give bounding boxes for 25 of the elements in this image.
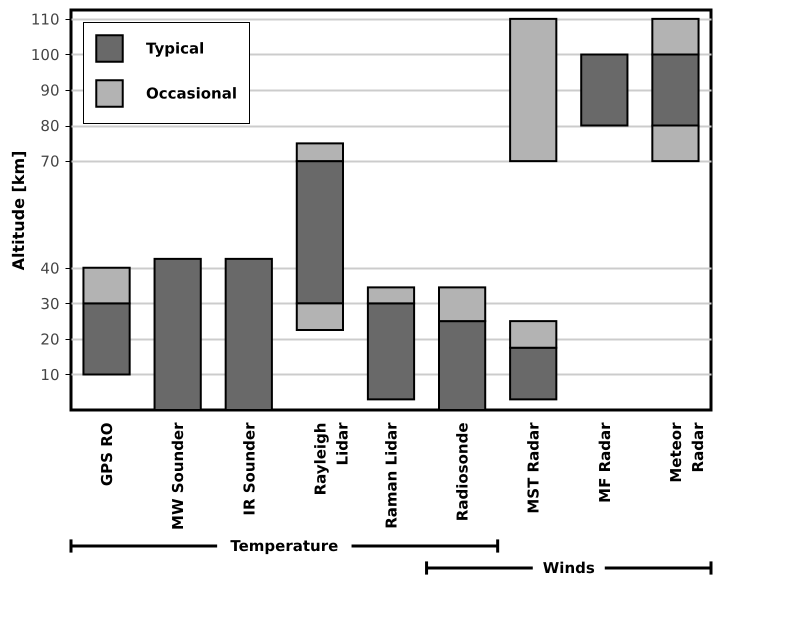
y-tick-label: 80 (40, 117, 60, 136)
bar (580, 53, 628, 127)
y-tick-label: 10 (40, 366, 60, 384)
x-tick-label: Raman Lidar (382, 422, 400, 529)
legend-label: Occasional (146, 84, 237, 102)
y-tick-label: 20 (40, 330, 60, 348)
text: Winds (542, 559, 595, 577)
x-tick-label: MF Radar (596, 422, 614, 503)
y-axis-title: Altitude [km] (8, 150, 28, 270)
legend-label: Typical (146, 40, 204, 58)
x-tick-label: GPS RO (98, 422, 116, 486)
bar (509, 18, 558, 162)
x-tick-label: Meteor Radar (666, 422, 707, 483)
x-tick-label: Rayleigh Lidar (311, 422, 352, 496)
y-tick-label: 110 (30, 10, 60, 28)
x-tick-label: Radiosonde (454, 422, 472, 522)
x-tick-label: MW Sounder (169, 422, 188, 530)
y-tick-label: 90 (40, 82, 60, 100)
y-tick-label: 40 (40, 259, 60, 278)
y-tick-label: 30 (40, 294, 60, 313)
x-tick-label: IR Sounder (240, 422, 258, 516)
text: Temperature (230, 537, 338, 555)
y-tick-label: 100 (30, 46, 60, 64)
x-tick-label: MST Radar (524, 422, 543, 514)
y-tick-label: 70 (40, 152, 60, 171)
